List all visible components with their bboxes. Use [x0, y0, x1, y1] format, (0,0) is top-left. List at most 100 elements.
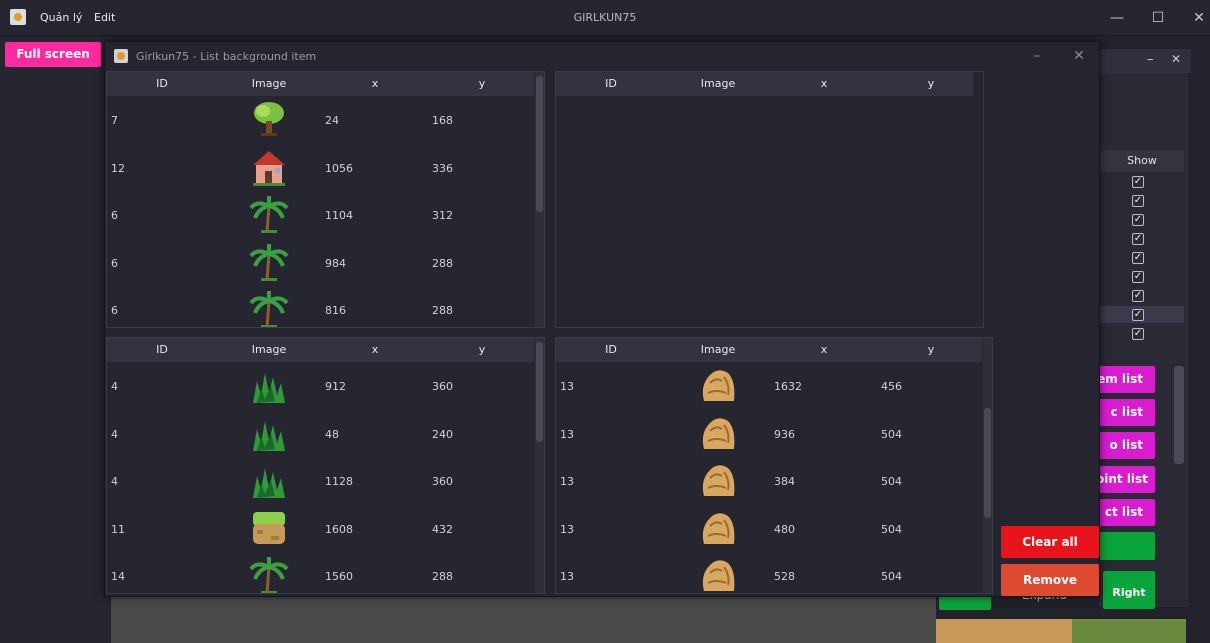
background-item-table[interactable]: ID Image x y: [555, 71, 984, 328]
table-row[interactable]: 11 1608 432: [107, 505, 534, 552]
column-header-id[interactable]: ID: [156, 77, 168, 90]
column-header-x[interactable]: x: [820, 343, 828, 356]
cell-x: 1608: [325, 522, 353, 536]
show-checkbox[interactable]: ✓: [1132, 328, 1144, 340]
table-scrollbar[interactable]: [535, 338, 544, 593]
table-scrollbar[interactable]: [535, 72, 544, 327]
menu-quan-ly[interactable]: Quản lý: [40, 11, 83, 24]
table-row[interactable]: 13 528 504: [556, 552, 982, 593]
table-row[interactable]: 13 1632 456: [556, 362, 982, 409]
background-item-table[interactable]: ID Image x y 7 24 168 12 1056 336 6 1104 312 6 984 288 6…: [106, 71, 545, 328]
column-header-image[interactable]: Image: [700, 343, 736, 356]
column-header-x[interactable]: x: [371, 77, 379, 90]
background-item-table[interactable]: ID Image x y 4 912 360 4 48 240 4 1128 360 11 1608 432 1…: [106, 337, 545, 594]
cell-x: 936: [774, 427, 795, 441]
cell-y: 288: [432, 570, 453, 583]
table-scrollbar[interactable]: [983, 338, 992, 593]
cell-x: 1632: [774, 380, 802, 393]
dialog-minimize-icon[interactable]: –: [1033, 48, 1041, 64]
table-row[interactable]: 7 24 168: [107, 96, 534, 143]
list-button[interactable]: oint list: [1096, 465, 1155, 493]
cell-id: 13: [560, 522, 574, 536]
cell-x: 912: [325, 380, 346, 393]
cell-y: 504: [881, 475, 902, 488]
cell-y: 336: [432, 161, 453, 175]
column-header-y[interactable]: y: [927, 77, 935, 90]
rock-icon: [698, 365, 738, 405]
list-button[interactable]: o list: [1096, 432, 1155, 460]
scrollbar-thumb[interactable]: [984, 408, 991, 518]
column-header-id[interactable]: ID: [605, 77, 617, 90]
table-row[interactable]: 4 1128 360: [107, 457, 534, 504]
cell-id: 4: [111, 475, 118, 488]
right-button[interactable]: Right: [1103, 571, 1155, 609]
column-header-y[interactable]: y: [478, 77, 486, 90]
column-header-image[interactable]: Image: [251, 343, 287, 356]
cell-x: 1104: [325, 209, 353, 222]
table-row[interactable]: 6 816 288: [107, 286, 534, 327]
column-header-y[interactable]: y: [927, 343, 935, 356]
table-row[interactable]: 13 384 504: [556, 457, 982, 504]
cell-id: 4: [111, 427, 118, 441]
cell-x: 1128: [325, 475, 353, 488]
show-column-header: Show: [1100, 150, 1184, 172]
table-row[interactable]: 13 480 504: [556, 505, 982, 552]
cell-id: 13: [560, 427, 574, 441]
column-header-x[interactable]: x: [820, 77, 828, 90]
cell-x: 984: [325, 256, 346, 270]
cell-x: 384: [774, 475, 795, 488]
show-checkbox[interactable]: ✓: [1132, 214, 1144, 226]
cell-id: 6: [111, 209, 118, 222]
column-header-id[interactable]: ID: [605, 343, 617, 356]
green-action-button[interactable]: [1098, 532, 1155, 560]
clear-all-button[interactable]: Clear all: [1001, 526, 1099, 558]
table-row[interactable]: 13 936 504: [556, 410, 982, 457]
show-checkbox[interactable]: ✓: [1132, 290, 1144, 302]
column-header-x[interactable]: x: [371, 343, 379, 356]
cell-y: 432: [432, 522, 453, 536]
cell-id: 13: [560, 570, 574, 583]
show-checkbox[interactable]: ✓: [1132, 252, 1144, 264]
list-button[interactable]: em list: [1096, 366, 1155, 393]
show-checkbox[interactable]: ✓: [1132, 176, 1144, 188]
scrollbar-thumb[interactable]: [536, 342, 543, 442]
left-sidebar: [0, 37, 110, 643]
map-canvas[interactable]: [111, 594, 936, 643]
table-row[interactable]: 6 984 288: [107, 239, 534, 286]
rock-icon: [698, 508, 738, 548]
dialog-close-icon[interactable]: ✕: [1073, 48, 1085, 64]
column-header-id[interactable]: ID: [156, 343, 168, 356]
cell-x: 480: [774, 522, 795, 536]
column-header-y[interactable]: y: [478, 343, 486, 356]
show-checkbox[interactable]: ✓: [1132, 271, 1144, 283]
layers-panel-header: – ✕: [1099, 49, 1191, 73]
table-row[interactable]: 4 48 240: [107, 410, 534, 457]
remove-button[interactable]: Remove: [1001, 564, 1099, 596]
cell-id: 6: [111, 304, 118, 317]
show-checkbox[interactable]: ✓: [1132, 195, 1144, 207]
table-row[interactable]: 14 1560 288: [107, 552, 534, 593]
scrollbar-thumb[interactable]: [536, 76, 543, 212]
maximize-icon[interactable]: ☐: [1151, 10, 1165, 26]
cell-id: 6: [111, 256, 118, 270]
panel-minimize-icon[interactable]: –: [1147, 52, 1154, 67]
window-title: GIRLKUN75: [573, 11, 637, 24]
background-item-table[interactable]: ID Image x y 13 1632 456 13 936 504 13 384 504 13 480 5…: [555, 337, 993, 594]
close-icon[interactable]: ✕: [1193, 10, 1205, 26]
minimize-icon[interactable]: —: [1110, 10, 1124, 26]
fullscreen-button[interactable]: Full screen: [5, 42, 101, 67]
menu-edit[interactable]: Edit: [94, 11, 116, 24]
show-checkbox[interactable]: ✓: [1132, 309, 1144, 321]
java-app-icon: [10, 9, 26, 25]
table-row[interactable]: 6 1104 312: [107, 191, 534, 238]
table-row[interactable]: 4 912 360: [107, 362, 534, 409]
column-header-image[interactable]: Image: [251, 77, 287, 90]
show-checkbox[interactable]: ✓: [1132, 233, 1144, 245]
list-button[interactable]: c list: [1096, 399, 1155, 427]
panel-scrollbar[interactable]: [1174, 366, 1184, 464]
cell-id: 13: [560, 475, 574, 488]
table-row[interactable]: 12 1056 336: [107, 144, 534, 191]
panel-close-icon[interactable]: ✕: [1171, 52, 1182, 66]
list-button[interactable]: ct list: [1096, 498, 1155, 526]
column-header-image[interactable]: Image: [700, 77, 736, 90]
